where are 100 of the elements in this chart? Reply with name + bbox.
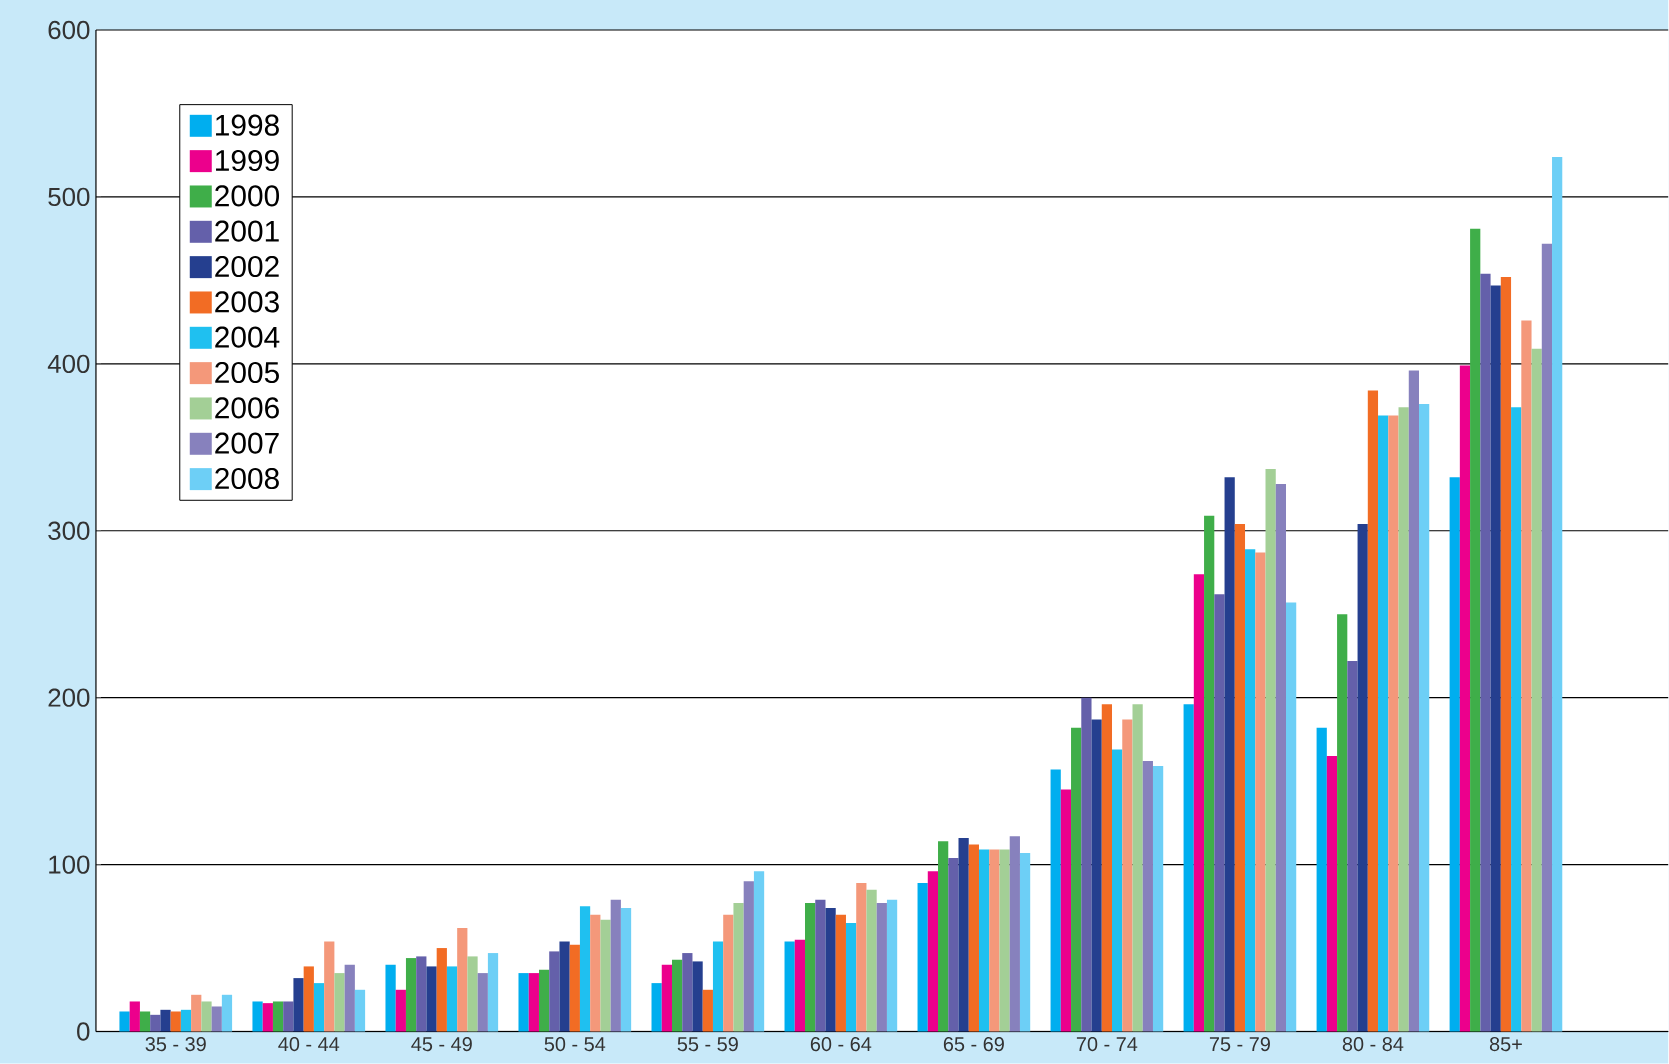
bar <box>1347 661 1358 1032</box>
legend-label: 2001 <box>215 220 279 243</box>
x-tick-label: 60 - 64 <box>810 1037 872 1052</box>
bar <box>1245 549 1256 1032</box>
bar <box>1490 285 1501 1032</box>
bar <box>1193 574 1205 1032</box>
bar <box>1521 320 1532 1032</box>
bar <box>794 939 806 1032</box>
bar <box>1275 484 1286 1032</box>
bar <box>989 849 1000 1032</box>
y-tick-label: 100 <box>49 855 90 875</box>
bar <box>835 914 846 1032</box>
bar <box>1091 719 1102 1032</box>
bar <box>518 973 529 1032</box>
bar <box>938 841 949 1032</box>
bar <box>712 941 724 1032</box>
bar <box>1480 273 1491 1032</box>
legend-label: 2006 <box>215 397 279 419</box>
bar <box>590 914 601 1032</box>
bar <box>651 983 662 1032</box>
bar <box>559 941 570 1032</box>
legend-label: 1998 <box>216 114 279 137</box>
bar <box>1316 727 1327 1032</box>
bar <box>528 973 539 1032</box>
bar <box>303 966 314 1032</box>
bar <box>549 951 560 1032</box>
bar <box>569 944 580 1032</box>
bar <box>170 1011 181 1032</box>
bar <box>1071 727 1082 1032</box>
y-tick-label: 300 <box>48 521 90 541</box>
bar <box>845 923 857 1032</box>
bar <box>211 1006 222 1032</box>
bar <box>1337 614 1348 1032</box>
bar <box>1050 769 1061 1032</box>
y-tick-label: 400 <box>47 354 90 374</box>
bar <box>1357 524 1368 1032</box>
bar <box>1541 243 1553 1032</box>
legend-label: 2000 <box>215 185 280 207</box>
legend-label: 2005 <box>215 362 279 384</box>
bar <box>733 903 744 1032</box>
y-tick-label: 200 <box>48 688 90 708</box>
bar <box>1286 602 1297 1032</box>
bar <box>467 956 478 1032</box>
bar <box>1419 404 1430 1032</box>
x-tick-label: 75 - 79 <box>1209 1037 1270 1052</box>
bar <box>1552 157 1563 1032</box>
x-tick-label: 35 - 39 <box>145 1037 206 1052</box>
y-tick-label: 600 <box>48 21 90 40</box>
bar <box>1398 407 1409 1032</box>
bar <box>1224 477 1235 1032</box>
legend-label: 2003 <box>215 291 279 313</box>
bar <box>1511 407 1522 1032</box>
bar <box>1204 516 1215 1032</box>
bar <box>999 849 1010 1032</box>
bar <box>917 883 928 1032</box>
bar <box>610 899 621 1032</box>
bar <box>1101 704 1113 1032</box>
bar <box>825 908 836 1032</box>
bar <box>886 899 898 1032</box>
x-tick-label: 45 - 49 <box>411 1037 472 1052</box>
bar <box>856 883 867 1032</box>
bar <box>426 966 437 1032</box>
bar <box>1449 477 1460 1032</box>
bar <box>1326 756 1338 1032</box>
bar <box>272 1001 284 1032</box>
bar <box>620 908 632 1032</box>
x-tick-label: 55 - 59 <box>677 1037 738 1052</box>
bar <box>344 965 355 1032</box>
bar <box>1009 836 1020 1032</box>
bar <box>252 1001 263 1032</box>
bar <box>876 903 887 1032</box>
bar <box>436 948 447 1032</box>
bar <box>283 1001 294 1032</box>
bar <box>538 970 550 1032</box>
legend-label: 2007 <box>215 432 279 455</box>
bar <box>1183 704 1194 1032</box>
bar <box>743 881 754 1032</box>
bar <box>692 961 703 1032</box>
bar <box>1255 552 1266 1032</box>
bar <box>1500 277 1512 1032</box>
bar <box>1234 524 1246 1032</box>
bar <box>815 899 826 1032</box>
bar <box>150 1015 161 1032</box>
bar <box>457 928 468 1032</box>
bar <box>1408 370 1420 1032</box>
bar <box>446 966 458 1032</box>
bar <box>139 1011 151 1032</box>
bar <box>180 1010 192 1032</box>
bar <box>1214 594 1225 1032</box>
bar <box>221 995 233 1032</box>
bar <box>416 956 427 1032</box>
bar <box>405 958 417 1032</box>
y-tick-label: 0 <box>77 1022 90 1041</box>
bar <box>579 906 591 1032</box>
bar <box>201 1001 212 1032</box>
bar <box>1081 697 1092 1032</box>
x-tick-label: 50 - 54 <box>544 1037 606 1052</box>
legend-label: 1999 <box>216 150 279 172</box>
bar <box>385 965 396 1032</box>
bar <box>477 973 488 1032</box>
